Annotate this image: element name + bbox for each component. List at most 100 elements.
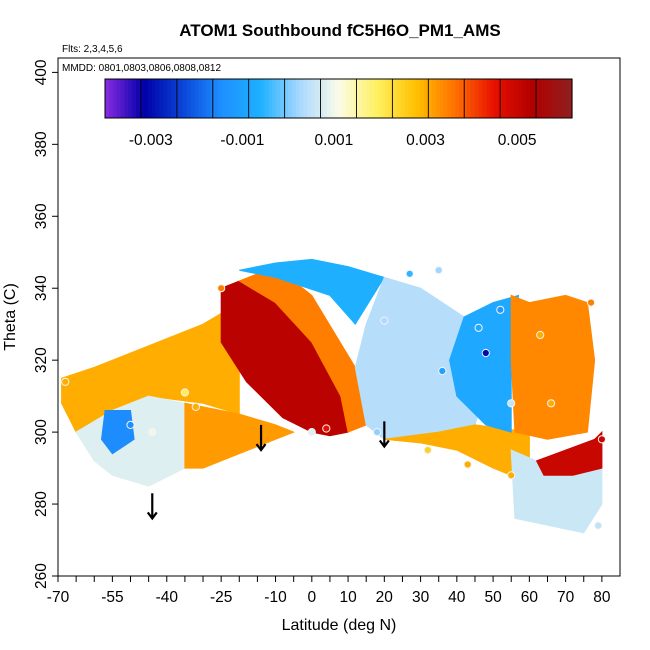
colorbar: -0.003 -0.001 0.001 0.003 0.005	[104, 78, 573, 149]
colorbar-cell-12	[151, 79, 157, 118]
plot-frame	[57, 57, 621, 577]
colorbar-cell-15	[163, 79, 168, 118]
colorbar-cell-27	[210, 79, 215, 118]
observation-point-7	[322, 424, 331, 433]
colorbar-cell-32	[229, 79, 235, 118]
observation-point-3	[180, 388, 189, 397]
colorbar-cell-35	[241, 79, 246, 118]
colorbar-cell-106	[517, 79, 523, 118]
colorbar-cell-107	[521, 79, 526, 118]
plot-area	[61, 258, 603, 534]
field-region-far-north	[510, 294, 596, 440]
y-tick-label: 400	[33, 59, 50, 85]
colorbar-cell-59	[334, 79, 340, 118]
observation-point-6	[307, 428, 316, 437]
colorbar-cell-56	[322, 79, 328, 118]
colorbar-tick-label: -0.003	[129, 132, 173, 149]
x-axis: -70 -55 -40 -25 -10 0 10 20 30 40 50 60 70 80	[47, 576, 611, 606]
colorbar-cell-102	[501, 79, 507, 118]
colorbar-cell-90	[455, 79, 460, 118]
colorbar-cell-24	[198, 79, 203, 118]
colorbar-cell-77	[404, 79, 410, 118]
colorbar-cell-103	[505, 79, 511, 118]
observation-point-23	[594, 521, 603, 530]
colorbar-cell-50	[299, 79, 305, 118]
colorbar-cell-99	[490, 79, 495, 118]
colorbar-cell-19	[178, 79, 184, 118]
colorbar-cell-104	[509, 79, 515, 118]
observation-point-15	[474, 323, 483, 332]
colorbar-cell-116	[556, 79, 561, 118]
colorbar-cell-14	[159, 79, 164, 118]
colorbar-cell-65	[357, 79, 363, 118]
colorbar-cell-54	[315, 79, 320, 118]
down-arrow-2	[378, 421, 390, 449]
colorbar-cell-62	[346, 79, 351, 118]
observation-point-11	[423, 446, 432, 455]
x-axis-label: Latitude (deg N)	[282, 617, 397, 634]
y-tick-label: 300	[33, 419, 50, 445]
colorbar-cell-1	[108, 79, 114, 118]
data-markers	[61, 266, 607, 530]
x-tick-label: 0	[307, 589, 316, 606]
colorbar-cell-9	[140, 79, 145, 118]
colorbar-cell-96	[478, 79, 484, 118]
x-tick-label: -55	[101, 589, 123, 606]
colorbar-cell-46	[284, 79, 289, 118]
observation-point-12	[434, 266, 443, 275]
colorbar-cell-16	[167, 79, 172, 118]
colorbar-cell-23	[194, 79, 199, 118]
colorbar-cell-72	[385, 79, 390, 118]
colorbar-cell-52	[307, 79, 312, 118]
y-tick-label: 260	[33, 563, 50, 589]
colorbar-cell-86	[439, 79, 445, 118]
y-axis-label: Theta (C)	[2, 283, 19, 351]
observation-point-14	[463, 460, 472, 469]
down-arrow-0	[146, 493, 158, 521]
colorbar-cell-87	[443, 79, 449, 118]
y-tick-label: 340	[33, 275, 50, 301]
observation-point-0	[61, 377, 70, 386]
colorbar-cell-34	[237, 79, 242, 118]
colorbar-cell-53	[311, 79, 316, 118]
x-tick-label: 40	[448, 589, 466, 606]
colorbar-cell-119	[568, 79, 573, 118]
colorbar-cell-100	[494, 79, 499, 118]
colorbar-cell-38	[252, 79, 258, 118]
colorbar-cell-74	[392, 79, 398, 118]
colorbar-cell-37	[248, 79, 254, 118]
y-axis: 260 280 300 320 340 360 380 400	[33, 59, 58, 589]
colorbar-cell-48	[291, 79, 297, 118]
colorbar-cell-71	[381, 79, 386, 118]
colorbar-cell-58	[330, 79, 336, 118]
x-tick-label: -25	[210, 589, 232, 606]
y-tick-label: 380	[33, 131, 50, 157]
colorbar-cell-55	[319, 79, 324, 118]
observation-point-17	[496, 305, 505, 314]
colorbar-cell-0	[105, 79, 110, 118]
x-tick-label: 70	[557, 589, 575, 606]
colorbar-tick-label: 0.001	[315, 132, 354, 149]
x-tick-label: 50	[484, 589, 502, 606]
colorbar-cell-83	[428, 79, 433, 118]
x-tick-label: 60	[521, 589, 539, 606]
colorbar-cell-7	[132, 79, 137, 118]
arrow-markers	[146, 421, 390, 521]
x-tick-label: 20	[376, 589, 394, 606]
colorbar-cell-29	[217, 79, 223, 118]
colorbar-cell-111	[536, 79, 542, 118]
colorbar-cell-42	[268, 79, 273, 118]
x-tick-label: -10	[264, 589, 287, 606]
colorbar-cell-75	[396, 79, 402, 118]
colorbar-cell-79	[412, 79, 417, 118]
colorbar-cell-105	[513, 79, 519, 118]
colorbar-cell-82	[424, 79, 429, 118]
colorbar-cell-49	[295, 79, 301, 118]
down-arrow-1	[255, 424, 267, 452]
colorbar-cell-114	[548, 79, 554, 118]
flights-note: Flts: 2,3,4,5,6	[62, 44, 123, 55]
colorbar-cell-40	[260, 79, 266, 118]
colorbar-cell-76	[400, 79, 406, 118]
x-tick-label: 80	[593, 589, 611, 606]
